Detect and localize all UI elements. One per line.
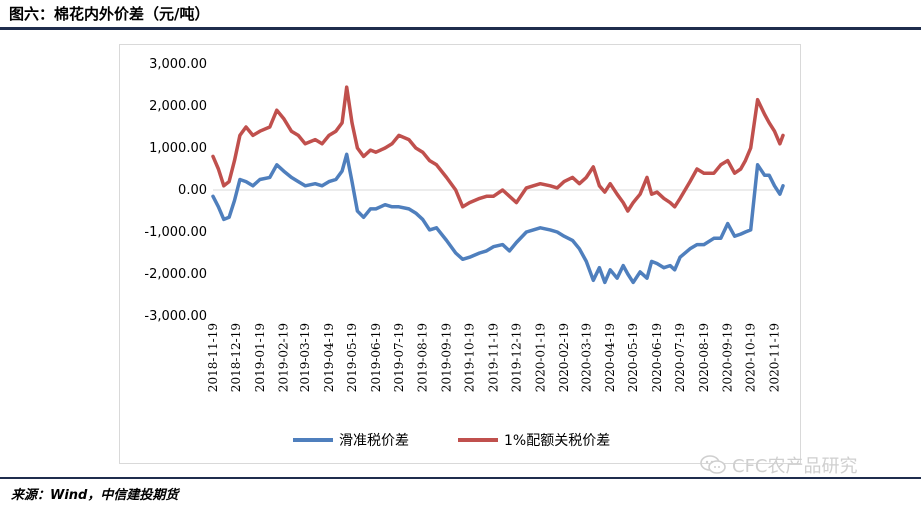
- x-tick-label: 2019-11-19: [486, 323, 500, 392]
- y-tick-label: 3,000.00: [149, 57, 207, 72]
- x-tick-label: 2020-11-19: [768, 323, 782, 392]
- x-tick-label: 2020-03-19: [579, 323, 593, 392]
- x-tick-label: 2019-01-19: [253, 323, 267, 392]
- x-tick-label: 2018-12-19: [229, 323, 243, 392]
- x-tick-label: 2020-10-19: [744, 323, 758, 392]
- watermark: CFC农产品研究: [700, 452, 858, 478]
- wechat-icon: [700, 455, 726, 474]
- legend-label: 1%配额关税价差: [504, 433, 610, 449]
- x-tick-label: 2020-01-19: [533, 323, 547, 392]
- x-tick-label: 2019-05-19: [345, 323, 359, 392]
- x-tick-label: 2020-04-19: [603, 323, 617, 392]
- y-tick-label: 1,000.00: [149, 141, 207, 156]
- x-tick-label: 2018-11-19: [206, 323, 220, 392]
- watermark-text: CFC农产品研究: [732, 456, 858, 477]
- series-line-slide-tariff: [211, 152, 785, 285]
- series-line-quota-tariff: [211, 85, 785, 213]
- x-tick-label: 2020-08-19: [697, 323, 711, 392]
- y-tick-label: -3,000.00: [144, 309, 207, 324]
- x-tick-label: 2019-12-19: [509, 323, 523, 392]
- x-tick-label: 2019-07-19: [392, 323, 406, 392]
- x-tick-label: 2020-05-19: [626, 323, 640, 392]
- x-tick-label: 2019-03-19: [298, 323, 312, 392]
- x-tick-label: 2019-09-19: [440, 323, 454, 392]
- y-tick-label: -1,000.00: [144, 225, 207, 240]
- y-tick-label: -2,000.00: [144, 267, 207, 282]
- y-tick-label: 2,000.00: [149, 99, 207, 114]
- x-tick-label: 2020-06-19: [650, 323, 664, 392]
- x-tick-label: 2019-06-19: [369, 323, 383, 392]
- x-tick-label: 2020-07-19: [673, 323, 687, 392]
- x-tick-label: 2020-09-19: [721, 323, 735, 392]
- top-rule: [0, 27, 921, 30]
- x-tick-label: 2019-02-19: [277, 323, 291, 392]
- legend-label: 滑准税价差: [339, 432, 409, 449]
- figure-title: 图六：棉花内外价差（元/吨）: [9, 5, 210, 23]
- x-tick-label: 2020-02-19: [557, 323, 571, 392]
- bottom-rule: [0, 477, 921, 479]
- x-tick-label: 2019-04-19: [322, 323, 336, 392]
- chart-frame: [119, 44, 801, 464]
- x-tick-label: 2019-10-19: [463, 323, 477, 392]
- source-note: 来源：Wind，中信建投期货: [11, 488, 179, 503]
- y-tick-label: 0.00: [178, 183, 207, 198]
- x-tick-label: 2019-08-19: [416, 323, 430, 392]
